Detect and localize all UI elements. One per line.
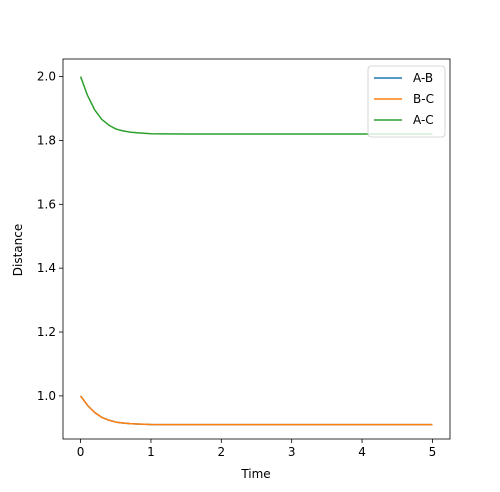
x-tick-label: 5 [429,445,437,459]
x-tick-label: 4 [358,445,366,459]
y-tick-label: 1.8 [37,133,56,147]
y-axis-label: Distance [11,224,25,276]
x-axis-label: Time [240,467,270,481]
legend-label: A-B [413,71,433,85]
y-tick-label: 2.0 [37,70,56,84]
legend: A-B B-C A-C [367,65,446,138]
series-layer [79,76,433,426]
y-tick-label: 1.2 [37,325,56,339]
series-line-b-c [79,395,433,426]
x-tick-label: 2 [217,445,225,459]
legend-label: A-C [413,113,434,127]
legend-label: B-C [413,92,434,106]
y-tick-label: 1.6 [37,197,56,211]
series-line-a-c [79,76,433,135]
x-tick-label: 3 [288,445,296,459]
x-tick-label: 0 [77,445,85,459]
y-axis: 1.0 1.2 1.4 1.6 1.8 2.0 [37,70,63,403]
x-tick-label: 1 [147,445,155,459]
x-axis: 0 1 2 3 4 5 [77,439,436,459]
y-tick-label: 1.4 [37,261,56,275]
y-tick-label: 1.0 [37,389,56,403]
